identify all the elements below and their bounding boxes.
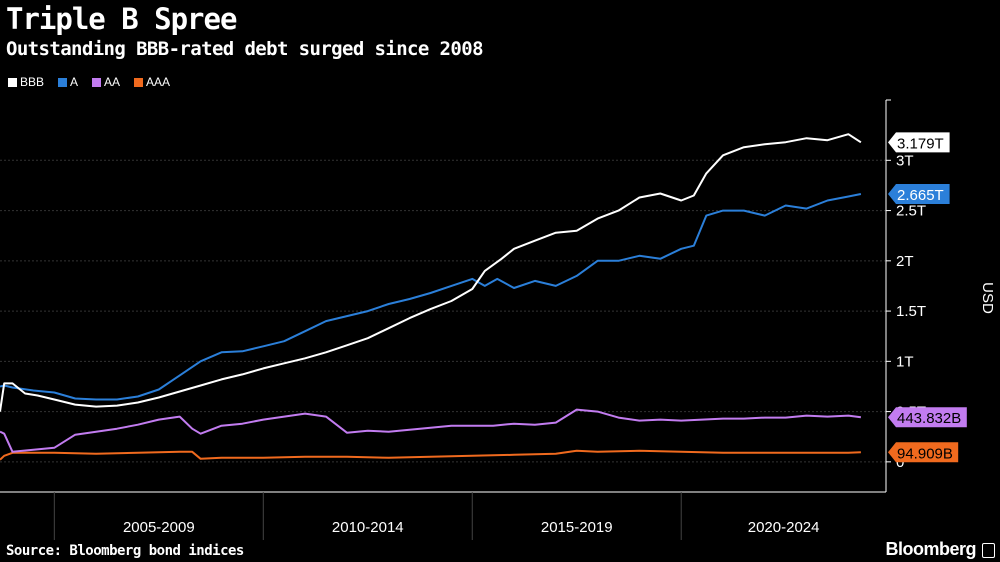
- y-tick-label: 0: [896, 454, 904, 471]
- series-line-aaa: [0, 449, 861, 461]
- legend-swatch-aa: [92, 77, 102, 87]
- y-axis-label: USD: [979, 282, 996, 314]
- end-label-aaa: 94.909B: [897, 445, 953, 462]
- end-label-bbb: 3.179T: [897, 135, 944, 152]
- y-tick-label: 2.5T: [896, 203, 926, 220]
- end-label-aa: 443.832B: [897, 410, 961, 427]
- end-label-tag-bbb: [888, 132, 950, 153]
- legend-item-aaa: AAA: [134, 75, 170, 89]
- legend-label-aaa: AAA: [146, 75, 171, 89]
- series-line-bbb: [0, 133, 862, 412]
- source-note: Source: Bloomberg bond indices: [6, 543, 244, 559]
- x-period-label: 2015-2019: [541, 519, 613, 536]
- series-line-a: [0, 193, 862, 401]
- chart-icon: [982, 543, 995, 558]
- legend-item-aa: AA: [92, 75, 120, 89]
- legend-swatch-aaa: [134, 77, 144, 87]
- end-label-tag-aa: [888, 407, 967, 428]
- x-period-label: 2020-2024: [748, 519, 820, 536]
- legend-swatch-a: [58, 77, 68, 87]
- y-tick-label: 2T: [896, 253, 914, 270]
- brand-logo: Bloomberg: [885, 539, 976, 559]
- legend-label-bbb: BBB: [20, 75, 45, 89]
- x-period-label: 2010-2014: [332, 519, 404, 536]
- legend-label-a: A: [70, 75, 79, 89]
- legend-label-aa: AA: [104, 75, 121, 89]
- legend-swatch-bbb: [8, 77, 17, 87]
- end-value-labels: 3.179T 2.665T 443.832B 94.909B: [888, 132, 967, 463]
- chart-subtitle: Outstanding BBB-rated debt surged since …: [6, 38, 484, 60]
- y-tick-label: 1T: [896, 353, 914, 370]
- x-period-label: 2005-2009: [123, 519, 195, 536]
- legend-item-bbb: BBB: [8, 75, 44, 89]
- legend: BBB A AA AAA: [8, 75, 170, 89]
- y-tick-label: 1.5T: [896, 303, 926, 320]
- end-label-tag-aaa: [888, 442, 959, 463]
- end-label-a: 2.665T: [897, 187, 944, 204]
- series-lines: [0, 133, 862, 461]
- grid-lines: [0, 159, 886, 463]
- x-axis: 2005-2009 2010-2014 2015-2019 2020-2024: [0, 491, 886, 540]
- series-line-aa: [0, 408, 862, 453]
- legend-item-a: A: [58, 75, 78, 89]
- y-tick-label: 3T: [896, 152, 914, 169]
- end-label-tag-a: [888, 183, 950, 204]
- chart-title: Triple B Spree: [6, 2, 237, 36]
